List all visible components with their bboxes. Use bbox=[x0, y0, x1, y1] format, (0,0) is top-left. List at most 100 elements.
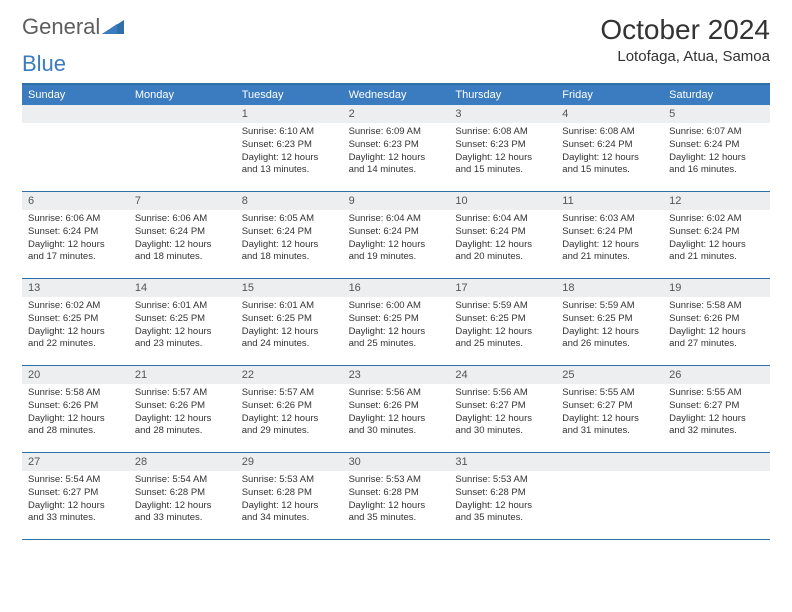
calendar-cell: 9Sunrise: 6:04 AMSunset: 6:24 PMDaylight… bbox=[343, 192, 450, 278]
day-details: Sunrise: 6:07 AMSunset: 6:24 PMDaylight:… bbox=[663, 123, 770, 181]
day-details: Sunrise: 6:04 AMSunset: 6:24 PMDaylight:… bbox=[449, 210, 556, 268]
weekday-header: Monday bbox=[129, 85, 236, 105]
calendar-cell: 12Sunrise: 6:02 AMSunset: 6:24 PMDayligh… bbox=[663, 192, 770, 278]
calendar-cell: 13Sunrise: 6:02 AMSunset: 6:25 PMDayligh… bbox=[22, 279, 129, 365]
weekday-header: Tuesday bbox=[236, 85, 343, 105]
day-details: Sunrise: 6:03 AMSunset: 6:24 PMDaylight:… bbox=[556, 210, 663, 268]
logo-triangle-icon bbox=[102, 14, 124, 40]
day-details: Sunrise: 6:06 AMSunset: 6:24 PMDaylight:… bbox=[22, 210, 129, 268]
day-number: 31 bbox=[449, 453, 556, 471]
calendar-cell: 11Sunrise: 6:03 AMSunset: 6:24 PMDayligh… bbox=[556, 192, 663, 278]
weekday-header: Sunday bbox=[22, 85, 129, 105]
day-number: 19 bbox=[663, 279, 770, 297]
day-number: 17 bbox=[449, 279, 556, 297]
day-details: Sunrise: 6:04 AMSunset: 6:24 PMDaylight:… bbox=[343, 210, 450, 268]
day-number: 24 bbox=[449, 366, 556, 384]
day-number: 22 bbox=[236, 366, 343, 384]
calendar-week-row: 1Sunrise: 6:10 AMSunset: 6:23 PMDaylight… bbox=[22, 105, 770, 192]
day-details: Sunrise: 5:53 AMSunset: 6:28 PMDaylight:… bbox=[236, 471, 343, 529]
calendar-cell: 28Sunrise: 5:54 AMSunset: 6:28 PMDayligh… bbox=[129, 453, 236, 539]
weekday-header: Friday bbox=[556, 85, 663, 105]
calendar-cell: 21Sunrise: 5:57 AMSunset: 6:26 PMDayligh… bbox=[129, 366, 236, 452]
day-number: 15 bbox=[236, 279, 343, 297]
logo-text-general: General bbox=[22, 14, 100, 40]
calendar-cell: 26Sunrise: 5:55 AMSunset: 6:27 PMDayligh… bbox=[663, 366, 770, 452]
calendar-cell: 15Sunrise: 6:01 AMSunset: 6:25 PMDayligh… bbox=[236, 279, 343, 365]
day-number: 2 bbox=[343, 105, 450, 123]
day-details bbox=[129, 123, 236, 130]
calendar-cell bbox=[556, 453, 663, 539]
day-details: Sunrise: 5:59 AMSunset: 6:25 PMDaylight:… bbox=[449, 297, 556, 355]
day-details bbox=[556, 471, 663, 478]
day-number: 27 bbox=[22, 453, 129, 471]
calendar-week-row: 6Sunrise: 6:06 AMSunset: 6:24 PMDaylight… bbox=[22, 192, 770, 279]
day-number: 30 bbox=[343, 453, 450, 471]
calendar-cell: 20Sunrise: 5:58 AMSunset: 6:26 PMDayligh… bbox=[22, 366, 129, 452]
day-details: Sunrise: 6:09 AMSunset: 6:23 PMDaylight:… bbox=[343, 123, 450, 181]
day-number: 10 bbox=[449, 192, 556, 210]
day-number bbox=[129, 105, 236, 123]
logo-text-blue: Blue bbox=[22, 51, 770, 77]
day-number: 13 bbox=[22, 279, 129, 297]
day-details: Sunrise: 5:57 AMSunset: 6:26 PMDaylight:… bbox=[236, 384, 343, 442]
day-details: Sunrise: 6:08 AMSunset: 6:23 PMDaylight:… bbox=[449, 123, 556, 181]
calendar-cell: 30Sunrise: 5:53 AMSunset: 6:28 PMDayligh… bbox=[343, 453, 450, 539]
calendar-cell: 6Sunrise: 6:06 AMSunset: 6:24 PMDaylight… bbox=[22, 192, 129, 278]
day-details: Sunrise: 5:53 AMSunset: 6:28 PMDaylight:… bbox=[449, 471, 556, 529]
day-number: 3 bbox=[449, 105, 556, 123]
day-details: Sunrise: 5:58 AMSunset: 6:26 PMDaylight:… bbox=[22, 384, 129, 442]
day-details: Sunrise: 6:00 AMSunset: 6:25 PMDaylight:… bbox=[343, 297, 450, 355]
weekday-header-row: SundayMondayTuesdayWednesdayThursdayFrid… bbox=[22, 85, 770, 105]
calendar-cell: 7Sunrise: 6:06 AMSunset: 6:24 PMDaylight… bbox=[129, 192, 236, 278]
day-details: Sunrise: 5:59 AMSunset: 6:25 PMDaylight:… bbox=[556, 297, 663, 355]
day-number: 9 bbox=[343, 192, 450, 210]
calendar-cell: 25Sunrise: 5:55 AMSunset: 6:27 PMDayligh… bbox=[556, 366, 663, 452]
calendar-cell: 22Sunrise: 5:57 AMSunset: 6:26 PMDayligh… bbox=[236, 366, 343, 452]
weekday-header: Saturday bbox=[663, 85, 770, 105]
day-details: Sunrise: 6:02 AMSunset: 6:25 PMDaylight:… bbox=[22, 297, 129, 355]
day-number: 28 bbox=[129, 453, 236, 471]
day-number: 29 bbox=[236, 453, 343, 471]
calendar-cell: 3Sunrise: 6:08 AMSunset: 6:23 PMDaylight… bbox=[449, 105, 556, 191]
day-details: Sunrise: 5:58 AMSunset: 6:26 PMDaylight:… bbox=[663, 297, 770, 355]
day-number: 14 bbox=[129, 279, 236, 297]
day-details: Sunrise: 6:01 AMSunset: 6:25 PMDaylight:… bbox=[236, 297, 343, 355]
calendar-cell bbox=[22, 105, 129, 191]
day-details: Sunrise: 6:02 AMSunset: 6:24 PMDaylight:… bbox=[663, 210, 770, 268]
calendar-cell: 16Sunrise: 6:00 AMSunset: 6:25 PMDayligh… bbox=[343, 279, 450, 365]
calendar-cell: 5Sunrise: 6:07 AMSunset: 6:24 PMDaylight… bbox=[663, 105, 770, 191]
day-number: 12 bbox=[663, 192, 770, 210]
day-number: 20 bbox=[22, 366, 129, 384]
day-number: 6 bbox=[22, 192, 129, 210]
day-number: 7 bbox=[129, 192, 236, 210]
calendar-cell: 29Sunrise: 5:53 AMSunset: 6:28 PMDayligh… bbox=[236, 453, 343, 539]
calendar-cell: 10Sunrise: 6:04 AMSunset: 6:24 PMDayligh… bbox=[449, 192, 556, 278]
calendar-week-row: 27Sunrise: 5:54 AMSunset: 6:27 PMDayligh… bbox=[22, 453, 770, 540]
calendar-cell: 8Sunrise: 6:05 AMSunset: 6:24 PMDaylight… bbox=[236, 192, 343, 278]
day-details: Sunrise: 6:08 AMSunset: 6:24 PMDaylight:… bbox=[556, 123, 663, 181]
day-details: Sunrise: 5:55 AMSunset: 6:27 PMDaylight:… bbox=[556, 384, 663, 442]
day-details: Sunrise: 6:10 AMSunset: 6:23 PMDaylight:… bbox=[236, 123, 343, 181]
day-number bbox=[556, 453, 663, 471]
day-number: 16 bbox=[343, 279, 450, 297]
day-details: Sunrise: 6:06 AMSunset: 6:24 PMDaylight:… bbox=[129, 210, 236, 268]
day-number: 4 bbox=[556, 105, 663, 123]
calendar-cell: 27Sunrise: 5:54 AMSunset: 6:27 PMDayligh… bbox=[22, 453, 129, 539]
calendar-week-row: 13Sunrise: 6:02 AMSunset: 6:25 PMDayligh… bbox=[22, 279, 770, 366]
weekday-header: Wednesday bbox=[343, 85, 450, 105]
calendar-cell: 18Sunrise: 5:59 AMSunset: 6:25 PMDayligh… bbox=[556, 279, 663, 365]
day-number: 26 bbox=[663, 366, 770, 384]
day-details: Sunrise: 5:56 AMSunset: 6:26 PMDaylight:… bbox=[343, 384, 450, 442]
day-number: 18 bbox=[556, 279, 663, 297]
calendar-cell: 19Sunrise: 5:58 AMSunset: 6:26 PMDayligh… bbox=[663, 279, 770, 365]
calendar-cell: 2Sunrise: 6:09 AMSunset: 6:23 PMDaylight… bbox=[343, 105, 450, 191]
calendar-cell: 4Sunrise: 6:08 AMSunset: 6:24 PMDaylight… bbox=[556, 105, 663, 191]
calendar-cell bbox=[129, 105, 236, 191]
calendar-cell: 31Sunrise: 5:53 AMSunset: 6:28 PMDayligh… bbox=[449, 453, 556, 539]
calendar-cell: 1Sunrise: 6:10 AMSunset: 6:23 PMDaylight… bbox=[236, 105, 343, 191]
day-details bbox=[22, 123, 129, 130]
day-number: 23 bbox=[343, 366, 450, 384]
day-details: Sunrise: 5:54 AMSunset: 6:27 PMDaylight:… bbox=[22, 471, 129, 529]
calendar-week-row: 20Sunrise: 5:58 AMSunset: 6:26 PMDayligh… bbox=[22, 366, 770, 453]
page-title: October 2024 bbox=[600, 14, 770, 46]
